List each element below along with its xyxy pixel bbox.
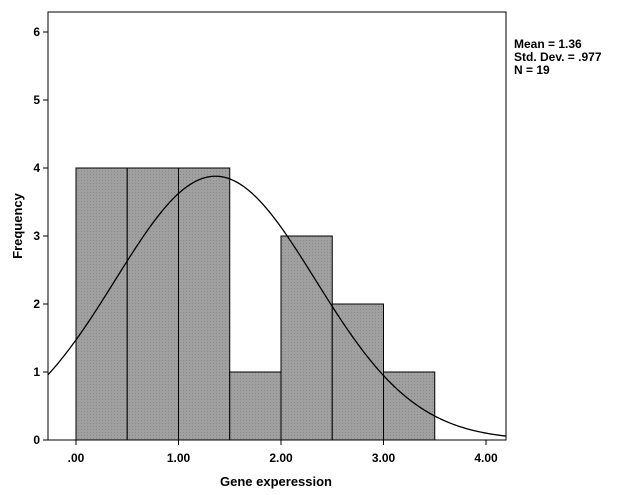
histogram-bar <box>178 167 231 441</box>
curve-layer <box>48 175 506 437</box>
x-axis-title: Gene experession <box>220 474 332 489</box>
y-tick-label: 3 <box>33 229 40 243</box>
y-tick-label: 6 <box>33 25 40 39</box>
x-tick-label: .00 <box>68 451 85 465</box>
y-tick-label: 0 <box>33 433 40 447</box>
x-tick-label: 1.00 <box>167 451 191 465</box>
stats-mean: Mean = 1.36 <box>514 37 582 51</box>
stats-box: Mean = 1.36 Std. Dev. = .977 N = 19 <box>514 37 602 77</box>
x-axis: .00 1.00 2.00 3.00 4.00 <box>68 440 498 465</box>
histogram-bar <box>229 371 282 441</box>
x-tick-label: 4.00 <box>474 451 498 465</box>
x-tick-label: 2.00 <box>269 451 293 465</box>
bars-layer <box>75 167 436 441</box>
x-tick-label: 3.00 <box>372 451 396 465</box>
y-axis-title: Frequency <box>10 192 25 259</box>
histogram-bar <box>75 167 128 441</box>
histogram-bar <box>331 303 384 441</box>
plot-frame <box>47 11 507 441</box>
normal-curve <box>48 175 506 437</box>
y-tick-label: 1 <box>33 365 40 379</box>
y-tick-label: 4 <box>33 161 40 175</box>
stats-n: N = 19 <box>514 63 550 77</box>
y-axis: 0 1 2 3 4 5 6 <box>33 25 48 447</box>
stats-std-dev: Std. Dev. = .977 <box>514 50 602 64</box>
histogram-bar <box>383 371 436 441</box>
y-tick-label: 2 <box>33 297 40 311</box>
y-tick-label: 5 <box>33 93 40 107</box>
histogram-bar <box>126 167 179 441</box>
histogram-bar <box>280 235 333 441</box>
